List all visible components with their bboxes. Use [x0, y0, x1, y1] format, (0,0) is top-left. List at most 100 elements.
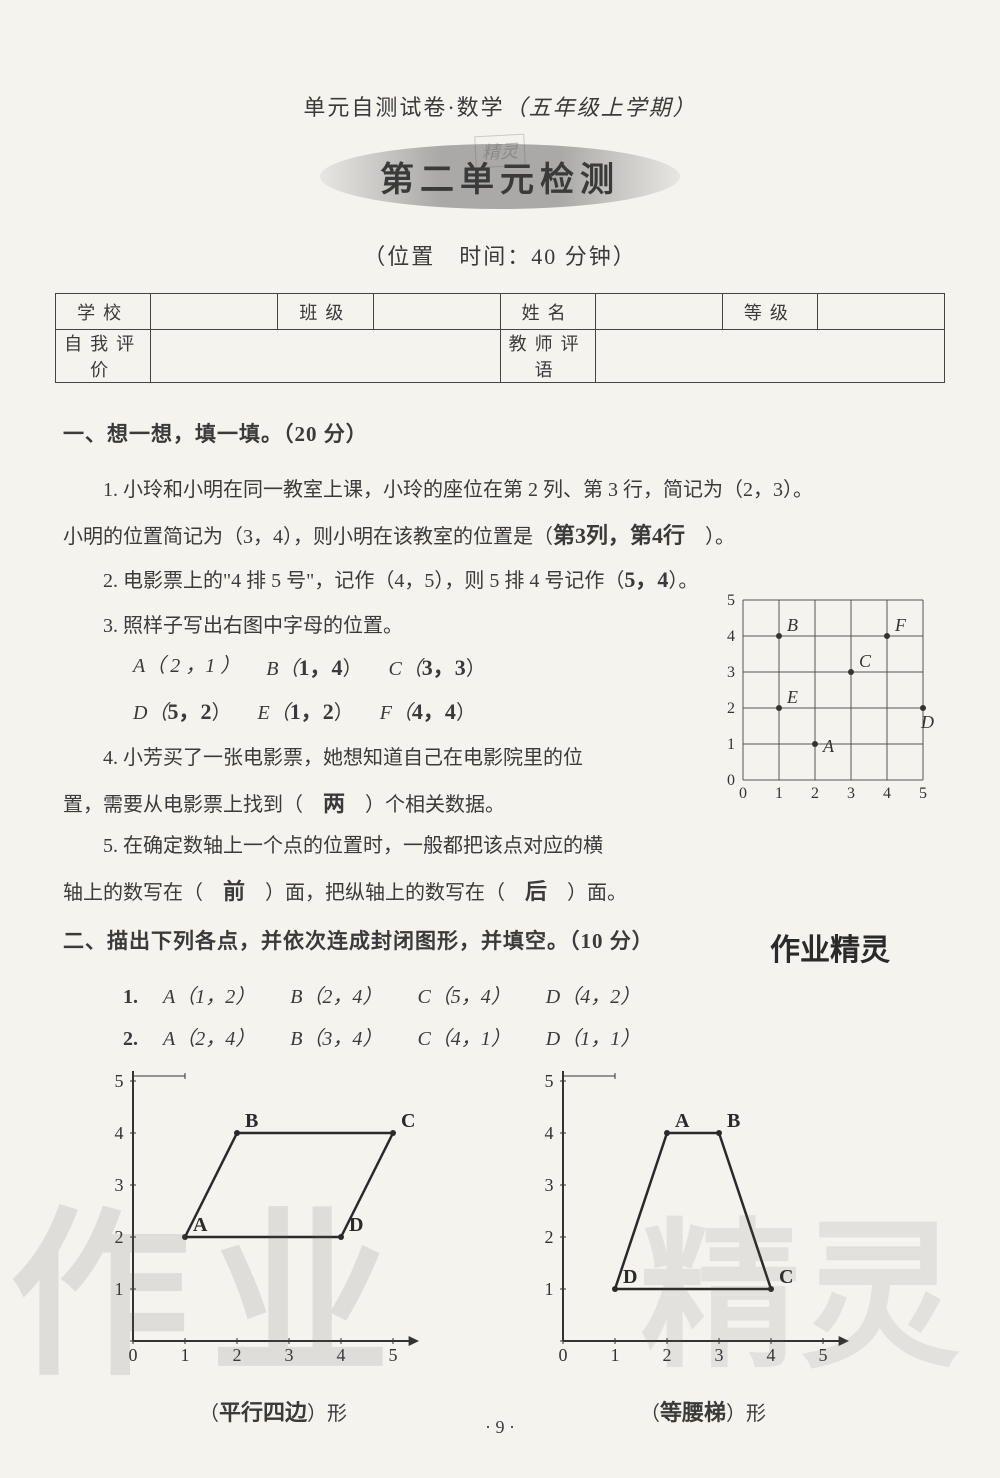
- q3-C-ans: 3，3: [422, 655, 466, 680]
- svg-text:3: 3: [715, 1345, 724, 1365]
- q3-B-ans: 1，4: [298, 655, 342, 680]
- s2-r1-B: B（2，4）: [290, 986, 372, 1008]
- section1-title: 一、想一想，填一填。（20 分）: [63, 413, 937, 455]
- svg-text:5: 5: [389, 1345, 398, 1365]
- q2-post: ）。: [668, 570, 698, 592]
- q3-C-post: ）: [466, 658, 486, 680]
- q3-F: F（4，4）: [380, 690, 476, 734]
- q1-line2: 小明的位置简记为（3，4），则小明在该教室的位置是（第3列，第4行 ）。: [63, 514, 937, 558]
- q2-pre: 2. 电影票上的"4 排 5 号"，记作（4，5），则 5 排 4 号记作（: [103, 570, 624, 592]
- q3-E-ans: 1，2: [290, 699, 334, 724]
- plot2-svg: 011223344553cmABCD: [523, 1071, 883, 1371]
- s2-r2-C: C（4，1）: [417, 1028, 500, 1050]
- svg-text:5: 5: [115, 1071, 124, 1091]
- q1-pre: 小明的位置简记为（3，4），则小明在该教室的位置是（: [63, 526, 553, 548]
- q5-ans2: 后: [525, 879, 547, 904]
- svg-text:5: 5: [919, 785, 927, 802]
- svg-text:1: 1: [611, 1345, 620, 1365]
- q3-A: A（ 2 ，1 ）: [133, 646, 240, 690]
- s2-r1-A: A（1，2）: [163, 986, 245, 1008]
- svg-text:A: A: [822, 736, 835, 756]
- label-teacher-eval: 教师评语: [500, 330, 595, 383]
- plot2: 011223344553cmABCD （等腰梯）形: [523, 1071, 883, 1435]
- q3-F-pre: F（: [380, 702, 412, 724]
- svg-text:3: 3: [727, 664, 735, 681]
- label-class: 班级: [278, 294, 373, 330]
- watermark-hw: 作业精灵: [770, 925, 890, 969]
- val-teacher-eval: [595, 330, 944, 383]
- q2-answer: 5，4: [624, 567, 668, 592]
- q1-line1: 1. 小玲和小明在同一教室上课，小玲的座位在第 2 列、第 3 行，简记为（2，…: [63, 470, 937, 510]
- q4-post: ）个相关数据。: [345, 794, 505, 816]
- plot2-ans: 等腰梯: [660, 1400, 726, 1425]
- q3-D: D（5，2）: [133, 690, 231, 734]
- svg-text:B: B: [245, 1110, 258, 1132]
- svg-text:1: 1: [775, 785, 783, 802]
- svg-text:0: 0: [727, 772, 735, 789]
- svg-text:0: 0: [129, 1345, 138, 1365]
- svg-text:2: 2: [663, 1345, 672, 1365]
- q4-pre: 置，需要从电影票上找到（: [63, 794, 323, 816]
- q3-B-pre: B（: [266, 658, 298, 680]
- plot2-post: ）形: [726, 1403, 766, 1425]
- svg-text:2: 2: [233, 1345, 242, 1365]
- q5-mid: ）面，把纵轴上的数写在（: [245, 882, 525, 904]
- s2-row1: 1. A（1，2） B（2，4） C（5，4） D（4，2）: [63, 977, 937, 1017]
- plot1-ans: 平行四边: [219, 1400, 307, 1425]
- val-school: [151, 294, 278, 330]
- svg-text:3cm: 3cm: [578, 1071, 600, 1074]
- q3-F-ans: 4，4: [412, 699, 456, 724]
- svg-text:D: D: [623, 1266, 637, 1288]
- s2-r2-B: B（3，4）: [290, 1028, 372, 1050]
- svg-text:3: 3: [115, 1175, 124, 1195]
- q3-D-ans: 5，2: [167, 699, 211, 724]
- svg-text:0: 0: [559, 1345, 568, 1365]
- svg-text:F: F: [894, 615, 907, 635]
- svg-text:4: 4: [727, 628, 735, 645]
- book-title-prefix: 单元自测试卷·数学: [303, 95, 504, 120]
- val-grade: [818, 294, 945, 330]
- q5-line2: 轴上的数写在（ 前 ）面，把纵轴上的数写在（ 后 ）面。: [63, 870, 937, 914]
- q3-D-pre: D（: [133, 702, 167, 724]
- q1-answer: 第3列，第4行: [553, 523, 685, 548]
- info-table: 学校 班级 姓名 等级 自我评价 教师评语: [55, 293, 945, 383]
- svg-text:E: E: [786, 687, 798, 707]
- label-school: 学校: [56, 294, 151, 330]
- s2-r1-C: C（5，4）: [417, 986, 500, 1008]
- s2-r2-A: A（2，4）: [163, 1028, 245, 1050]
- plot2-label: （等腰梯）形: [523, 1391, 883, 1435]
- q5-post: ）面。: [547, 882, 627, 904]
- s2-r1-D: D（4，2）: [546, 986, 640, 1008]
- val-name: [595, 294, 722, 330]
- svg-text:C: C: [779, 1266, 793, 1288]
- content-body: 一、想一想，填一填。（20 分） 1. 小玲和小明在同一教室上课，小玲的座位在第…: [55, 413, 945, 1435]
- q1-post: ）。: [685, 526, 735, 548]
- s2-r1-n: 1.: [123, 986, 138, 1008]
- plots-row: 011223344552cmABCD （平行四边）形 011223344553c…: [63, 1071, 937, 1435]
- svg-text:3: 3: [545, 1175, 554, 1195]
- q3-C-pre: C（: [388, 658, 421, 680]
- svg-text:0: 0: [739, 785, 747, 802]
- q4-answer: 两: [323, 791, 345, 816]
- svg-text:2: 2: [115, 1227, 124, 1247]
- svg-text:2: 2: [727, 700, 735, 717]
- plot1-label: （平行四边）形: [93, 1391, 453, 1435]
- svg-text:2: 2: [811, 785, 819, 802]
- plot1: 011223344552cmABCD （平行四边）形: [93, 1071, 453, 1435]
- svg-text:D: D: [920, 712, 934, 732]
- svg-text:B: B: [727, 1110, 740, 1132]
- page-number: · 9 ·: [485, 1417, 515, 1438]
- svg-text:2cm: 2cm: [148, 1071, 170, 1074]
- svg-text:5: 5: [727, 592, 735, 609]
- svg-text:D: D: [349, 1214, 363, 1236]
- svg-text:2: 2: [545, 1227, 554, 1247]
- svg-text:B: B: [787, 615, 798, 635]
- subtitle: （位置 时间：40 分钟）: [55, 239, 945, 271]
- svg-text:A: A: [675, 1110, 690, 1132]
- svg-text:3: 3: [847, 785, 855, 802]
- q5-line1: 5. 在确定数轴上一个点的位置时，一般都把该点对应的横: [63, 826, 937, 866]
- label-self-eval: 自我评价: [56, 330, 151, 383]
- svg-text:4: 4: [337, 1345, 346, 1365]
- q3-C: C（3，3）: [388, 646, 485, 690]
- svg-text:1: 1: [115, 1279, 124, 1299]
